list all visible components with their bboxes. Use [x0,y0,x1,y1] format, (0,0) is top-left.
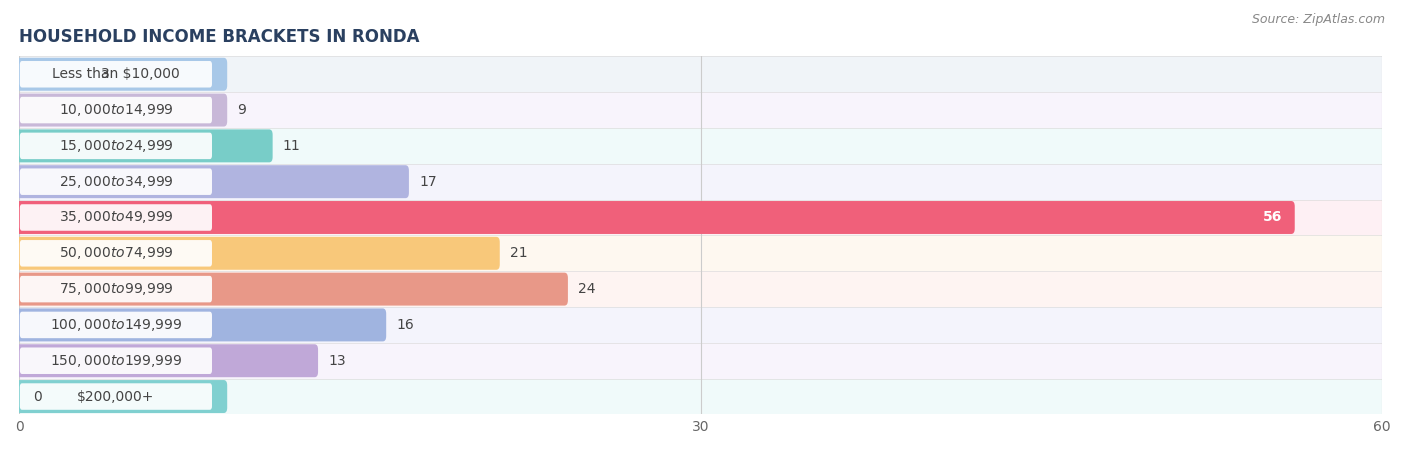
FancyBboxPatch shape [20,132,212,159]
Text: $50,000 to $74,999: $50,000 to $74,999 [59,245,173,261]
Text: HOUSEHOLD INCOME BRACKETS IN RONDA: HOUSEHOLD INCOME BRACKETS IN RONDA [20,28,420,46]
Text: Source: ZipAtlas.com: Source: ZipAtlas.com [1251,13,1385,26]
FancyBboxPatch shape [20,276,212,302]
FancyBboxPatch shape [0,271,1405,307]
FancyBboxPatch shape [15,58,228,91]
Text: 16: 16 [396,318,415,332]
FancyBboxPatch shape [15,344,318,377]
FancyBboxPatch shape [0,164,1405,200]
Text: 24: 24 [578,282,596,296]
FancyBboxPatch shape [0,57,1405,92]
Text: $25,000 to $34,999: $25,000 to $34,999 [59,174,173,189]
Text: $35,000 to $49,999: $35,000 to $49,999 [59,210,173,225]
Text: 0: 0 [32,390,42,404]
FancyBboxPatch shape [20,240,212,267]
FancyBboxPatch shape [0,128,1405,164]
Text: $100,000 to $149,999: $100,000 to $149,999 [49,317,183,333]
Text: 13: 13 [328,354,346,368]
FancyBboxPatch shape [15,273,568,306]
FancyBboxPatch shape [0,235,1405,271]
FancyBboxPatch shape [15,237,499,270]
FancyBboxPatch shape [0,200,1405,235]
Text: $10,000 to $14,999: $10,000 to $14,999 [59,102,173,118]
FancyBboxPatch shape [15,93,228,127]
FancyBboxPatch shape [15,129,273,163]
FancyBboxPatch shape [15,165,409,198]
FancyBboxPatch shape [0,92,1405,128]
FancyBboxPatch shape [15,380,228,413]
Text: $150,000 to $199,999: $150,000 to $199,999 [49,353,183,369]
Text: $75,000 to $99,999: $75,000 to $99,999 [59,281,173,297]
Text: $15,000 to $24,999: $15,000 to $24,999 [59,138,173,154]
Text: 3: 3 [101,67,110,81]
Text: 9: 9 [238,103,246,117]
Text: 21: 21 [510,247,527,260]
Text: Less than $10,000: Less than $10,000 [52,67,180,81]
FancyBboxPatch shape [20,312,212,338]
FancyBboxPatch shape [20,97,212,123]
Text: 11: 11 [283,139,301,153]
FancyBboxPatch shape [20,168,212,195]
FancyBboxPatch shape [20,348,212,374]
FancyBboxPatch shape [15,308,387,341]
Text: $200,000+: $200,000+ [77,390,155,404]
FancyBboxPatch shape [20,204,212,231]
Text: 56: 56 [1263,211,1282,224]
Text: 17: 17 [419,175,437,189]
FancyBboxPatch shape [0,343,1405,379]
FancyBboxPatch shape [0,307,1405,343]
FancyBboxPatch shape [20,61,212,88]
FancyBboxPatch shape [0,379,1405,414]
FancyBboxPatch shape [15,201,1295,234]
FancyBboxPatch shape [20,383,212,410]
